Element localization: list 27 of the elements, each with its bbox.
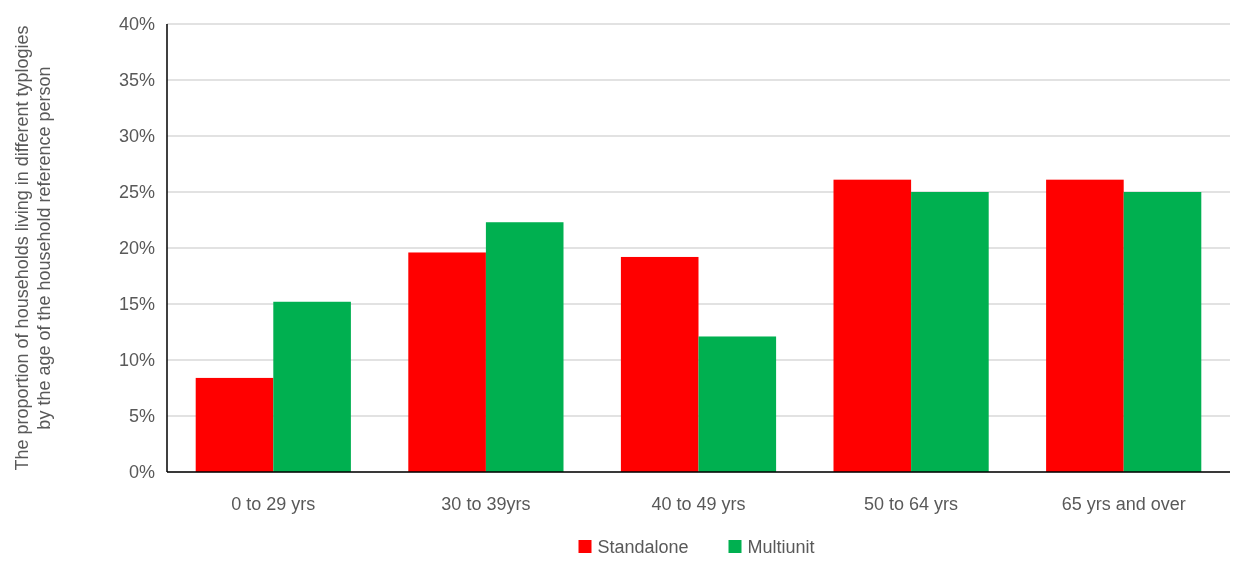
legend-label: Standalone	[597, 537, 689, 557]
y-tick-label: 40%	[118, 14, 155, 35]
y-tick-label: 35%	[118, 70, 155, 91]
x-tick-label: 30 to 39yrs	[441, 494, 531, 514]
bar	[195, 377, 274, 472]
bar	[1046, 179, 1124, 472]
bar	[833, 179, 912, 472]
x-tick-label: 50 to 64 yrs	[864, 494, 959, 514]
bar	[620, 256, 699, 472]
y-tick-label: 20%	[118, 238, 155, 259]
bar	[485, 222, 564, 472]
x-tick-label: 40 to 49 yrs	[651, 494, 746, 514]
y-tick-label: 5%	[128, 406, 155, 427]
y-tick-label: 25%	[118, 182, 155, 203]
x-tick-label: 0 to 29 yrs	[231, 494, 316, 514]
y-tick-label: 30%	[118, 126, 155, 147]
bar	[1123, 192, 1202, 472]
y-tick-label: 15%	[118, 294, 155, 315]
y-tick-label: 0%	[128, 462, 155, 483]
y-axis-title: The proportion of households living in different typlogies by the age of the household reference person	[12, 25, 54, 471]
legend-label: Multiunit	[747, 537, 815, 557]
bar	[273, 301, 351, 472]
bar	[408, 252, 486, 472]
x-tick-label: 65 yrs and over	[1061, 494, 1186, 514]
y-tick-label: 10%	[118, 350, 155, 371]
bar	[698, 336, 777, 472]
bar	[911, 192, 989, 472]
